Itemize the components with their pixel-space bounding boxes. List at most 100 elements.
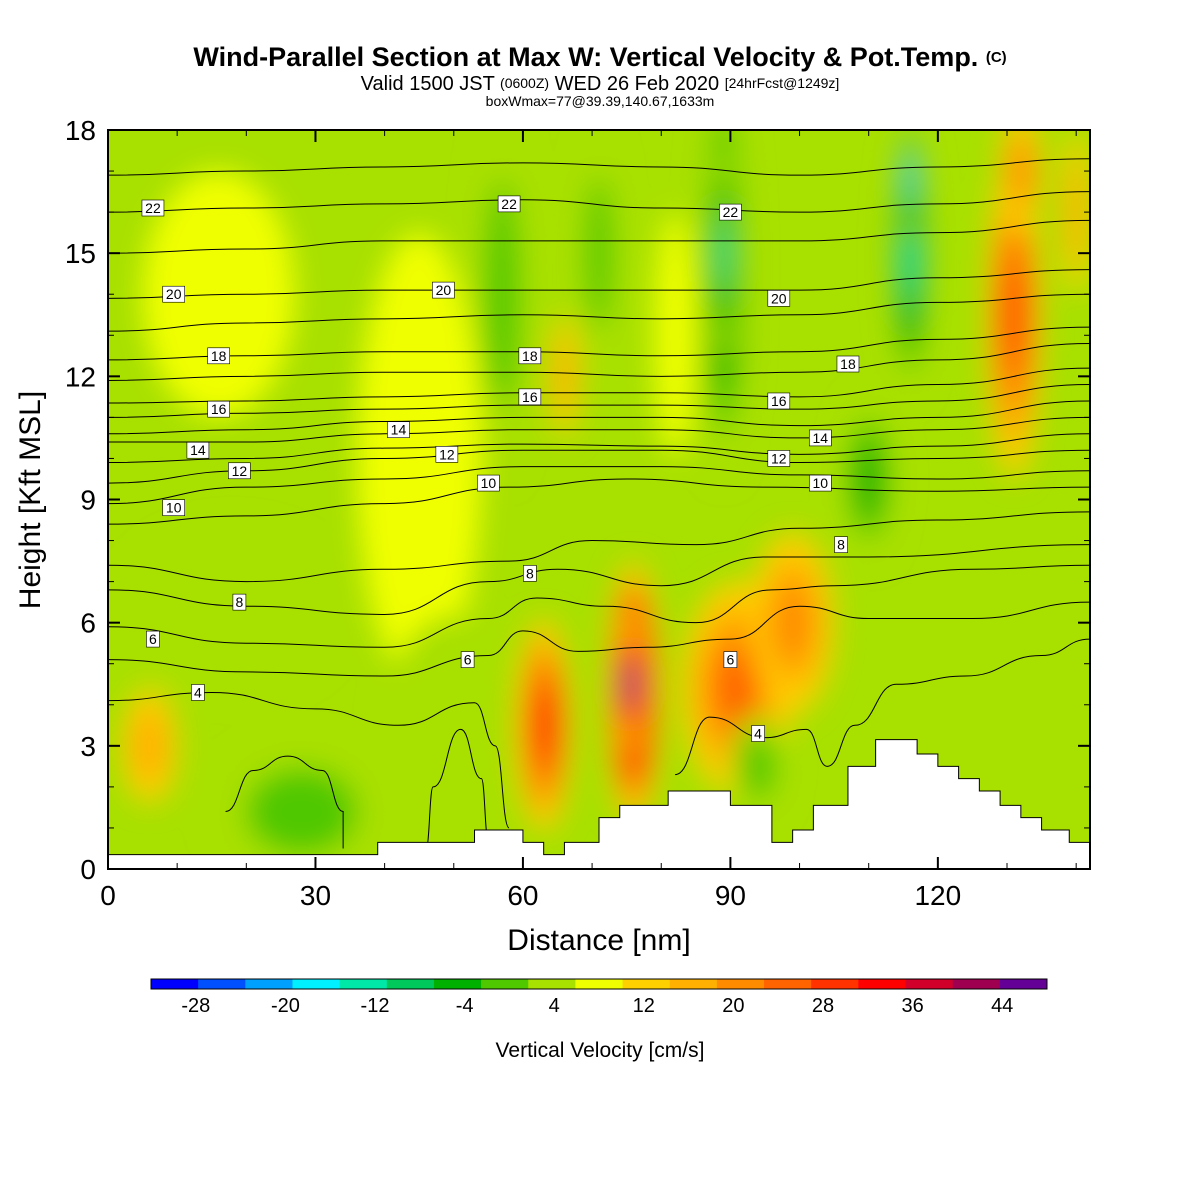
w-cell-17 xyxy=(730,712,786,820)
theta-label-box xyxy=(518,347,542,365)
theta-label-16: 16 xyxy=(518,388,542,406)
x-tick-label: 0 xyxy=(100,880,116,911)
theta-label-text: 14 xyxy=(813,430,829,446)
theta-label-22: 22 xyxy=(497,195,521,213)
x-tick-label: 120 xyxy=(914,880,961,911)
theta-label-box xyxy=(719,203,742,221)
w-cell-6 xyxy=(474,130,530,479)
w-cell-22 xyxy=(1000,130,1042,233)
theta-label-20: 20 xyxy=(767,290,791,307)
theta-label-text: 20 xyxy=(771,290,787,306)
theta-contour-2 xyxy=(425,728,489,849)
theta-label-text: 22 xyxy=(145,200,161,216)
w-cell-level xyxy=(856,442,881,516)
theta-label-12: 12 xyxy=(435,446,459,463)
colorbar-swatch xyxy=(481,979,529,989)
theta-label-text: 18 xyxy=(522,348,538,364)
theta-label-box xyxy=(836,355,860,373)
w-cell-level xyxy=(384,614,523,837)
theta-label-12: 12 xyxy=(767,450,791,467)
colorbar-tick-label: 36 xyxy=(901,995,923,1017)
theta-label-box xyxy=(723,651,738,668)
w-cell-level xyxy=(774,582,812,663)
y-tick-label: 3 xyxy=(80,731,96,762)
theta-label-box xyxy=(523,565,537,582)
w-cell-4 xyxy=(356,232,482,685)
colorbar-swatch xyxy=(528,979,576,989)
theta-label-text: 18 xyxy=(211,348,227,364)
colorbar-tick-label: 44 xyxy=(991,995,1013,1017)
theta-label-text: 20 xyxy=(166,286,182,302)
theta-label-box xyxy=(808,474,832,492)
theta-label-box xyxy=(518,388,542,406)
theta-label-box xyxy=(146,630,160,648)
colorbar-swatch xyxy=(245,979,293,989)
vertical-velocity-field xyxy=(121,130,1090,869)
theta-label-text: 6 xyxy=(464,652,472,668)
colorbar-swatch xyxy=(386,979,435,989)
theta-label-text: 12 xyxy=(771,450,787,466)
w-cell-level xyxy=(1006,267,1022,362)
w-cell-20 xyxy=(901,130,920,241)
theta-label-box xyxy=(228,462,251,480)
colorbar-swatch xyxy=(905,979,954,989)
theta-label-14: 14 xyxy=(186,441,210,459)
theta-label-box xyxy=(767,290,791,307)
colorbar-title: Vertical Velocity [cm/s] xyxy=(496,1039,705,1062)
theta-label-box xyxy=(477,474,500,492)
theta-label-text: 14 xyxy=(391,422,407,438)
colorbar-tick-label: 4 xyxy=(549,995,560,1017)
w-cell-16 xyxy=(751,532,835,713)
theta-label-box xyxy=(435,446,459,463)
theta-label-text: 14 xyxy=(190,442,206,458)
colorbar-tick-label: -20 xyxy=(271,995,300,1017)
theta-label-text: 6 xyxy=(726,652,734,668)
y-tick-label: 12 xyxy=(65,361,96,392)
theta-label-4: 4 xyxy=(191,684,205,701)
theta-contour-21 xyxy=(108,219,1090,254)
theta-contour-7 xyxy=(108,544,1090,615)
w-cell-level xyxy=(741,733,776,800)
theta-contour-14 xyxy=(108,400,1090,435)
theta-label-22: 22 xyxy=(719,203,742,221)
colorbar-swatch xyxy=(433,979,482,989)
y-tick-label: 9 xyxy=(80,485,96,516)
colorbar: -28 -20 -12 -4 4 12 20 28 36 44 xyxy=(150,978,1048,1017)
theta-label-6: 6 xyxy=(146,630,160,648)
theta-label-text: 8 xyxy=(837,537,845,553)
w-cell-7 xyxy=(516,618,572,833)
theta-label-18: 18 xyxy=(836,355,860,373)
theta-label-text: 4 xyxy=(754,726,762,742)
theta-label-8: 8 xyxy=(523,565,537,582)
x-axis-title: Distance [nm] xyxy=(507,924,690,957)
theta-label-text: 12 xyxy=(232,463,248,479)
theta-label-text: 8 xyxy=(235,594,243,610)
theta-contour-5 xyxy=(108,601,1090,677)
w-cell-level xyxy=(132,710,167,782)
theta-label-text: 10 xyxy=(813,475,829,491)
y-tick-label: 6 xyxy=(80,608,96,639)
w-cell-14 xyxy=(709,150,738,356)
w-cell-12 xyxy=(654,212,696,459)
theta-contour-8 xyxy=(108,511,1090,583)
theta-label-4: 4 xyxy=(751,725,765,742)
colorbar-swatch xyxy=(716,979,765,989)
theta-contour-16 xyxy=(108,367,1090,404)
theta-label-box xyxy=(460,651,475,668)
theta-label-20: 20 xyxy=(432,281,455,299)
theta-label-18: 18 xyxy=(518,347,542,365)
x-tick-label: 60 xyxy=(507,880,538,911)
colorbar-tick-label: 20 xyxy=(722,995,744,1017)
x-tick-label: 30 xyxy=(300,880,331,911)
theta-label-16: 16 xyxy=(207,400,230,418)
w-cell-level xyxy=(1067,161,1085,263)
valid-time: Valid 1500 JST (0600Z) WED 26 Feb 2020 [… xyxy=(360,73,840,95)
theta-label-text: 10 xyxy=(166,500,182,516)
colorbar-swatch xyxy=(858,979,907,989)
w-cell-level xyxy=(1011,143,1031,199)
colorbar-swatch xyxy=(151,979,199,989)
theta-label-16: 16 xyxy=(767,392,791,410)
w-cell-0 xyxy=(121,688,178,804)
theta-contour-4 xyxy=(108,691,510,829)
y-tick-label: 15 xyxy=(65,238,96,269)
